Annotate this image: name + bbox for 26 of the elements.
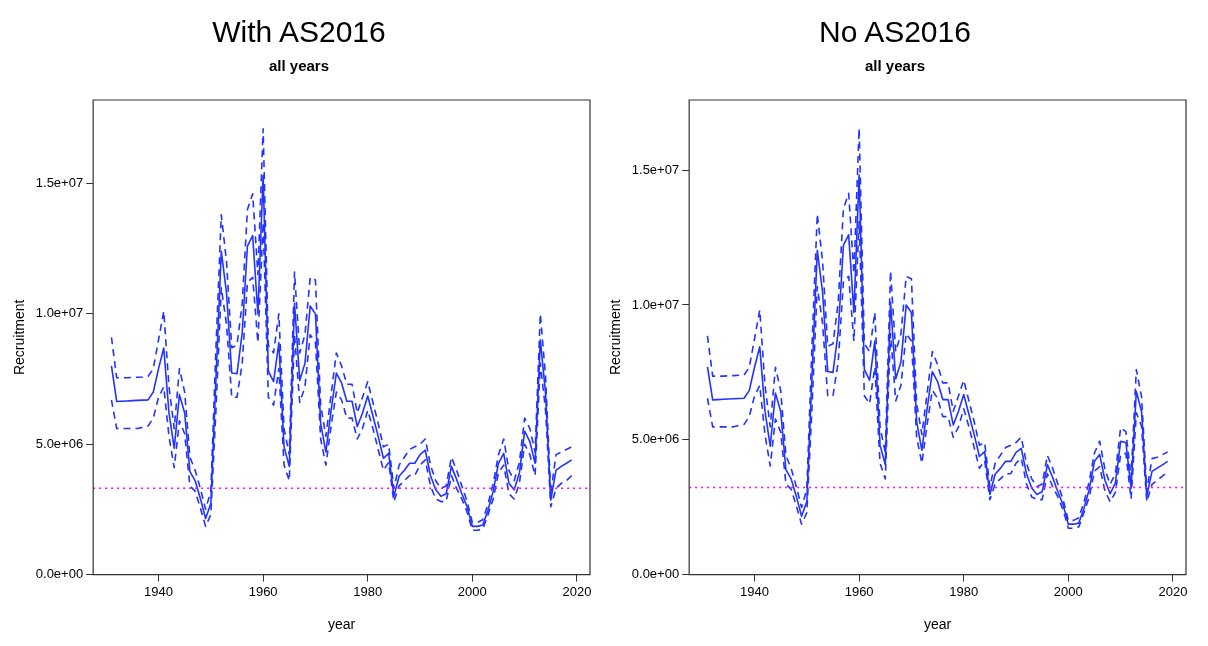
y-tick-label: 1.5e+07 [35, 175, 84, 191]
x-tick-label: 2000 [1053, 583, 1083, 599]
chart-title: No AS2016 [819, 15, 971, 49]
y-tick-label: 5.0e+06 [631, 431, 680, 447]
y-axis-title: Recruitment [11, 299, 28, 376]
x-tick-label: 1940 [144, 583, 173, 599]
y-tick-label: 1.0e+07 [631, 296, 680, 312]
y-tick-label: 0.0e+00 [35, 566, 84, 582]
x-tick-label: 2020 [1158, 583, 1188, 599]
x-axis-title: year [923, 616, 952, 633]
x-tick-label: 1980 [353, 583, 383, 599]
y-tick-label: 0.0e+00 [631, 566, 680, 582]
chart-subtitle: all years [268, 57, 330, 75]
y-axis-title: Recruitment [607, 299, 624, 376]
chart-title: With AS2016 [212, 15, 386, 49]
x-tick-label: 2000 [457, 583, 487, 599]
y-tick-label: 5.0e+06 [35, 435, 84, 451]
chart-subtitle: all years [864, 57, 926, 75]
y-tick-label: 1.5e+07 [631, 161, 680, 177]
x-tick-label: 2020 [562, 583, 592, 599]
x-tick-label: 1980 [949, 583, 979, 599]
y-tick-label: 1.0e+07 [35, 305, 84, 321]
x-tick-label: 1960 [844, 583, 874, 599]
x-tick-label: 1940 [740, 583, 769, 599]
x-axis-title: year [327, 616, 356, 633]
x-tick-label: 1960 [248, 583, 278, 599]
